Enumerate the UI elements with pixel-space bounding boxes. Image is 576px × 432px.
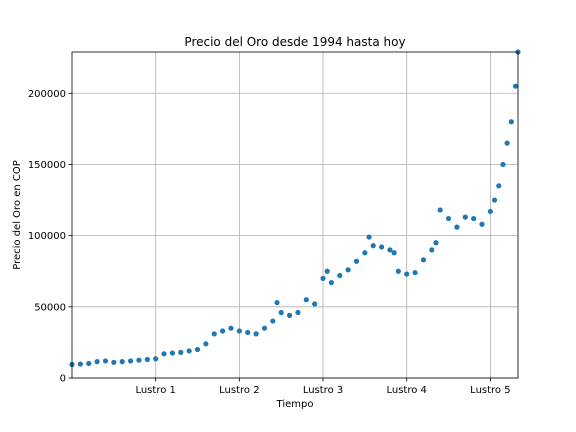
data-point (144, 356, 150, 363)
data-point (169, 350, 176, 356)
data-point (324, 268, 330, 274)
y-tick-label: 200000 (28, 89, 66, 100)
data-point (391, 250, 397, 256)
y-tick-label: 0 (60, 374, 66, 385)
data-point (261, 325, 268, 331)
data-point (496, 183, 502, 189)
data-point (504, 140, 510, 146)
data-point (77, 361, 83, 367)
plot-frame (71, 51, 519, 379)
data-point (312, 301, 318, 307)
data-point (111, 359, 117, 365)
data-point (94, 359, 100, 365)
data-point (395, 268, 401, 274)
data-point (366, 234, 372, 240)
x-axis-ticks: Lustro 1 Lustro 2 Lustro 3 Lustro 4 Lustro 5 (135, 378, 511, 396)
data-point (295, 309, 301, 316)
data-point (127, 358, 134, 364)
data-point (429, 247, 435, 253)
data-point (479, 221, 485, 227)
data-point (194, 346, 201, 353)
data-point (178, 349, 184, 355)
y-tick-label: 50000 (34, 302, 66, 313)
grid-lines (72, 52, 518, 379)
data-point (102, 358, 109, 364)
data-point (370, 243, 376, 249)
data-point (203, 341, 209, 347)
x-axis-label: Tiempo (276, 399, 314, 410)
data-point (211, 331, 217, 337)
data-point (404, 271, 410, 277)
data-point (462, 214, 468, 220)
data-point (512, 83, 519, 89)
data-point (379, 244, 385, 250)
data-point (362, 250, 368, 256)
data-point (228, 325, 234, 331)
x-tick-label: Lustro 3 (303, 385, 343, 396)
x-tick-label: Lustro 1 (135, 385, 175, 396)
data-point (345, 267, 351, 273)
data-point (471, 215, 477, 222)
data-point (236, 328, 242, 334)
data-point (508, 119, 514, 125)
data-point (500, 161, 506, 168)
y-tick-label: 150000 (28, 160, 66, 171)
data-points (69, 49, 521, 368)
data-point (86, 360, 92, 367)
data-point (303, 297, 309, 303)
data-point (337, 272, 343, 279)
data-point (320, 275, 326, 281)
x-tick-label: Lustro 2 (219, 385, 259, 396)
data-point (445, 215, 452, 222)
data-point (412, 270, 418, 276)
chart-title: Precio del Oro desde 1994 hasta hoy (184, 35, 405, 49)
y-axis-ticks: 0 50000 100000 150000 200000 (28, 89, 72, 385)
data-point (491, 197, 498, 203)
data-point (136, 357, 142, 363)
data-point (119, 359, 125, 365)
y-axis-label: Precio del Oro en COP (12, 160, 23, 270)
data-point (245, 329, 251, 336)
data-point (487, 208, 493, 215)
data-point (353, 258, 360, 264)
data-point (161, 351, 167, 357)
data-point (286, 312, 293, 318)
data-point (454, 224, 460, 230)
data-point (328, 280, 334, 286)
data-point (437, 207, 443, 213)
data-point (274, 299, 280, 306)
data-point (387, 247, 393, 253)
data-point (270, 318, 276, 324)
y-tick-label: 100000 (28, 231, 66, 242)
data-point (186, 348, 192, 354)
data-point (420, 257, 427, 263)
data-point (153, 356, 159, 362)
data-point (220, 328, 226, 334)
data-point (433, 240, 439, 246)
x-tick-label: Lustro 4 (386, 385, 426, 396)
data-point (253, 331, 259, 337)
data-point (278, 309, 284, 316)
x-tick-label: Lustro 5 (470, 385, 510, 396)
